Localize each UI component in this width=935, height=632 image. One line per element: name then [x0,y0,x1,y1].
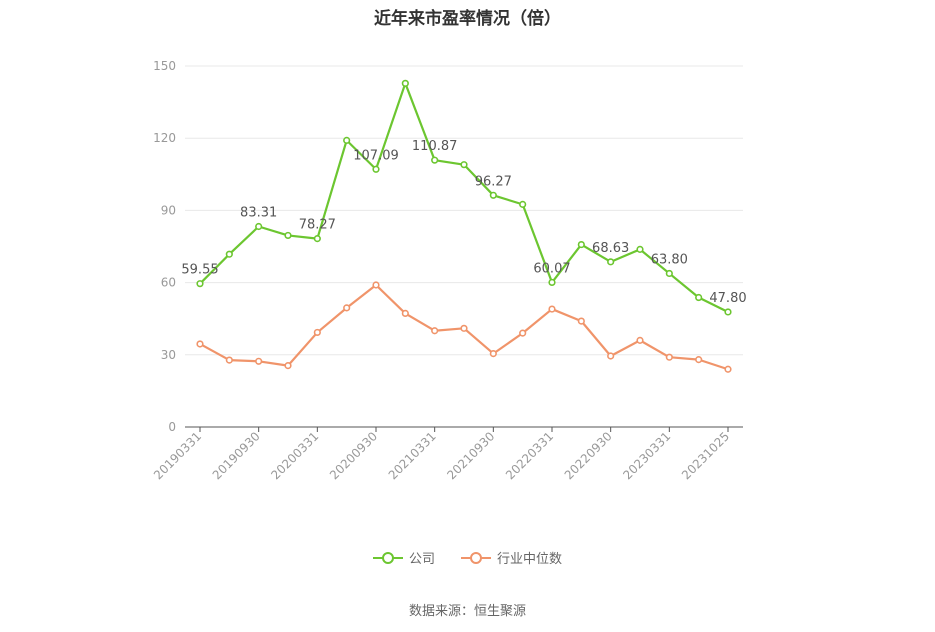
x-tick-label: 20230331 [620,429,673,482]
point-公司 [695,293,703,302]
point-行业中位数 [431,327,439,335]
point-公司 [284,231,292,240]
point-公司 [460,161,468,169]
point-行业中位数 [196,340,204,348]
point-行业中位数 [665,353,673,361]
point-公司 [607,258,615,266]
point-公司 [519,200,527,208]
point-公司 [401,79,409,87]
legend-company-label: 公司 [408,552,435,567]
x-tick-label: 20210331 [386,429,439,482]
y-tick-label: 60 [161,276,176,290]
point-行业中位数 [372,281,380,289]
point-公司 [724,308,732,316]
legend-item-industry[interactable]: 行业中位数 [461,548,562,567]
point-行业中位数 [284,362,292,370]
legend-industry-icon [461,551,491,565]
chart-title: 近年来市盈率情况（倍） [374,9,561,29]
point-行业中位数 [460,324,468,332]
data-label: 78.27 [299,218,336,233]
y-tick-label: 90 [161,203,176,217]
x-tick-label: 20220930 [562,429,615,482]
point-公司 [665,269,673,278]
point-公司 [489,191,497,199]
chart-legend: 公司 行业中位数 [0,548,935,567]
point-行业中位数 [577,317,585,325]
point-行业中位数 [343,304,351,312]
point-公司 [343,136,351,144]
point-公司 [577,240,585,249]
series-line-公司 [199,82,729,313]
point-公司 [548,278,556,287]
x-tick-label: 20190930 [210,429,263,482]
x-tick-label: 20190331 [151,429,204,482]
data-label: 107.09 [353,148,399,163]
point-行业中位数 [695,356,703,364]
legend-company-icon [372,551,403,565]
point-公司 [225,250,233,258]
data-label: 83.31 [240,206,277,221]
point-行业中位数 [401,309,409,318]
point-行业中位数 [724,365,732,373]
legend-industry-label: 行业中位数 [497,552,563,567]
point-行业中位数 [313,328,321,337]
y-tick-label: 150 [153,59,176,73]
data-label: 63.80 [651,252,688,267]
data-label: 68.63 [592,241,629,256]
data-label: 110.87 [412,139,458,154]
point-行业中位数 [607,352,615,360]
y-tick-label: 0 [168,420,176,434]
data-source: 数据来源：恒生聚源 [408,604,526,619]
point-行业中位数 [225,356,233,364]
point-公司 [255,222,263,231]
x-tick-label: 20210930 [444,429,497,482]
point-行业中位数 [519,329,527,337]
legend-item-company[interactable]: 公司 [372,548,435,567]
x-tick-label: 20220331 [503,429,556,482]
y-tick-label: 120 [153,131,176,145]
x-tick-label: 20200331 [268,429,321,482]
point-公司 [313,235,321,243]
point-公司 [196,280,204,288]
point-行业中位数 [548,305,556,313]
point-公司 [636,245,644,253]
data-label: 96.27 [475,174,512,189]
y-tick-label: 30 [161,348,176,362]
point-行业中位数 [489,349,497,358]
point-行业中位数 [255,357,263,365]
x-tick-label: 20231025 [679,429,732,482]
point-行业中位数 [636,336,644,344]
data-label: 59.55 [181,263,218,278]
x-tick-label: 20200930 [327,429,380,482]
data-label: 60.07 [533,261,570,276]
point-公司 [431,156,439,164]
point-公司 [372,165,380,173]
data-label: 47.80 [709,291,746,306]
